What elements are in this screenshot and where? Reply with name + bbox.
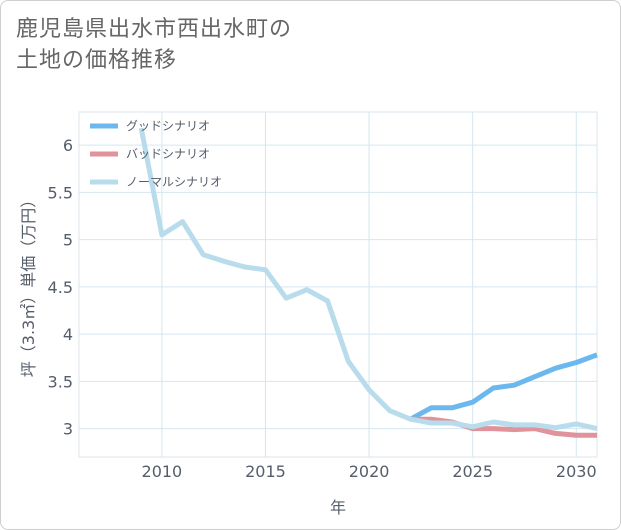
y-tick-label: 5.5 [48, 183, 73, 202]
y-tick-label: 6 [63, 136, 73, 155]
y-axis-title: 坪（3.3㎡）単価（万円） [19, 192, 38, 377]
series-line-3 [138, 127, 598, 432]
legend-label: ノーマルシナリオ [126, 175, 222, 189]
legend-label: グッドシナリオ [126, 119, 210, 133]
y-tick-label: 3.5 [48, 372, 73, 391]
series-lines [138, 127, 598, 438]
x-tick-label: 2010 [142, 462, 183, 481]
x-axis-title: 年 [330, 498, 346, 517]
title-line-1: 鹿児島県出水市西出水町の [16, 17, 293, 42]
x-tick-label: 2015 [245, 462, 286, 481]
y-tick-label: 3 [63, 420, 73, 439]
title-line-2: 土地の価格推移 [16, 48, 178, 73]
plot-area [78, 111, 598, 458]
y-tick-label: 5 [63, 231, 73, 250]
x-tick-label: 2025 [452, 462, 493, 481]
x-tick-label: 2030 [556, 462, 597, 481]
axes: 2010 2015 2020 2025 2030 3 3.5 4 4.5 5 5.5 6 [48, 136, 597, 481]
y-tick-label: 4.5 [48, 278, 73, 297]
series-line-1 [409, 352, 598, 422]
y-tick-label: 4 [63, 325, 73, 344]
page-title: 鹿児島県出水市西出水町の 土地の価格推移 [16, 14, 292, 76]
grid-lines [78, 111, 598, 458]
x-tick-label: 2020 [349, 462, 390, 481]
legend-label: バッドシナリオ [126, 147, 210, 161]
